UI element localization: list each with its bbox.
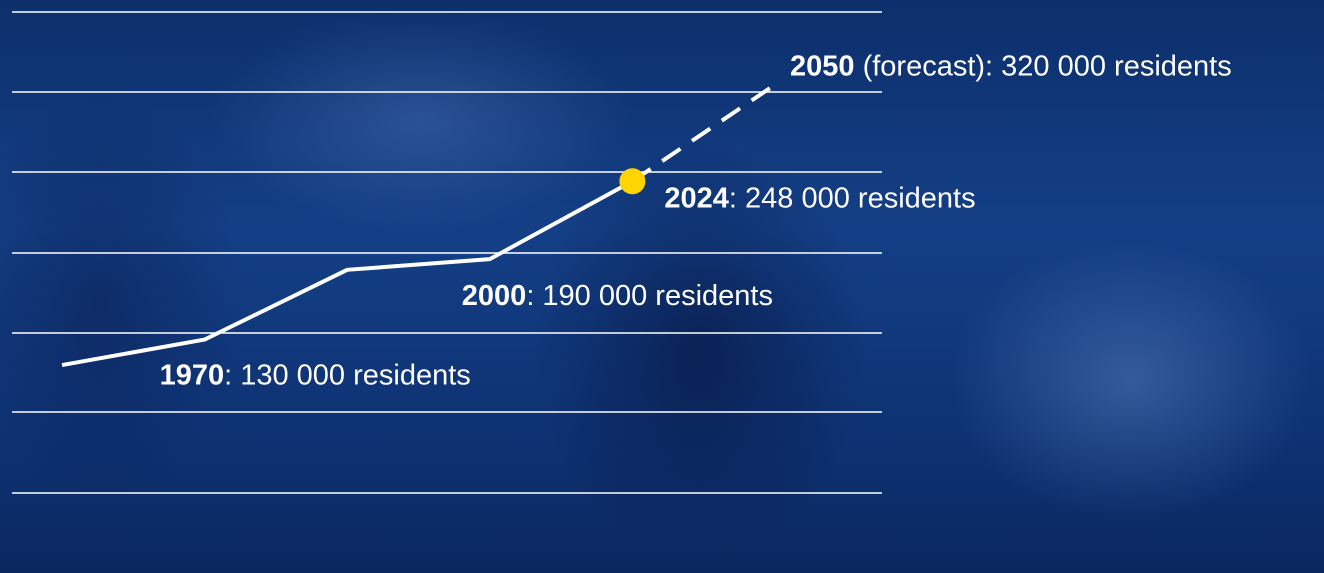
- label-year: 1970: [160, 359, 225, 391]
- label-year: 2050: [790, 50, 855, 82]
- data-label: 2024: 248 000 residents: [664, 182, 975, 214]
- chart: 1970: 130 000 residents 2000: 190 000 res…: [0, 0, 1324, 573]
- page: {"chart_data": { "type": "line", "catego…: [0, 0, 1324, 573]
- label-value: : 190 000 residents: [526, 280, 773, 312]
- label-value: : 248 000 residents: [729, 182, 976, 214]
- data-label: 2050 (forecast): 320 000 residents: [790, 50, 1232, 82]
- label-value: : 130 000 residents: [224, 359, 471, 391]
- label-year: 2024: [664, 182, 729, 214]
- decorative-rules: [12, 12, 882, 493]
- data-label: 1970: 130 000 residents: [160, 359, 471, 391]
- population-line: [62, 181, 632, 365]
- label-year: 2000: [462, 280, 527, 312]
- highlight-marker: [619, 168, 645, 194]
- data-label: 2000: 190 000 residents: [462, 280, 773, 312]
- forecast-line: [632, 85, 775, 182]
- label-value: (forecast): 320 000 residents: [855, 50, 1232, 82]
